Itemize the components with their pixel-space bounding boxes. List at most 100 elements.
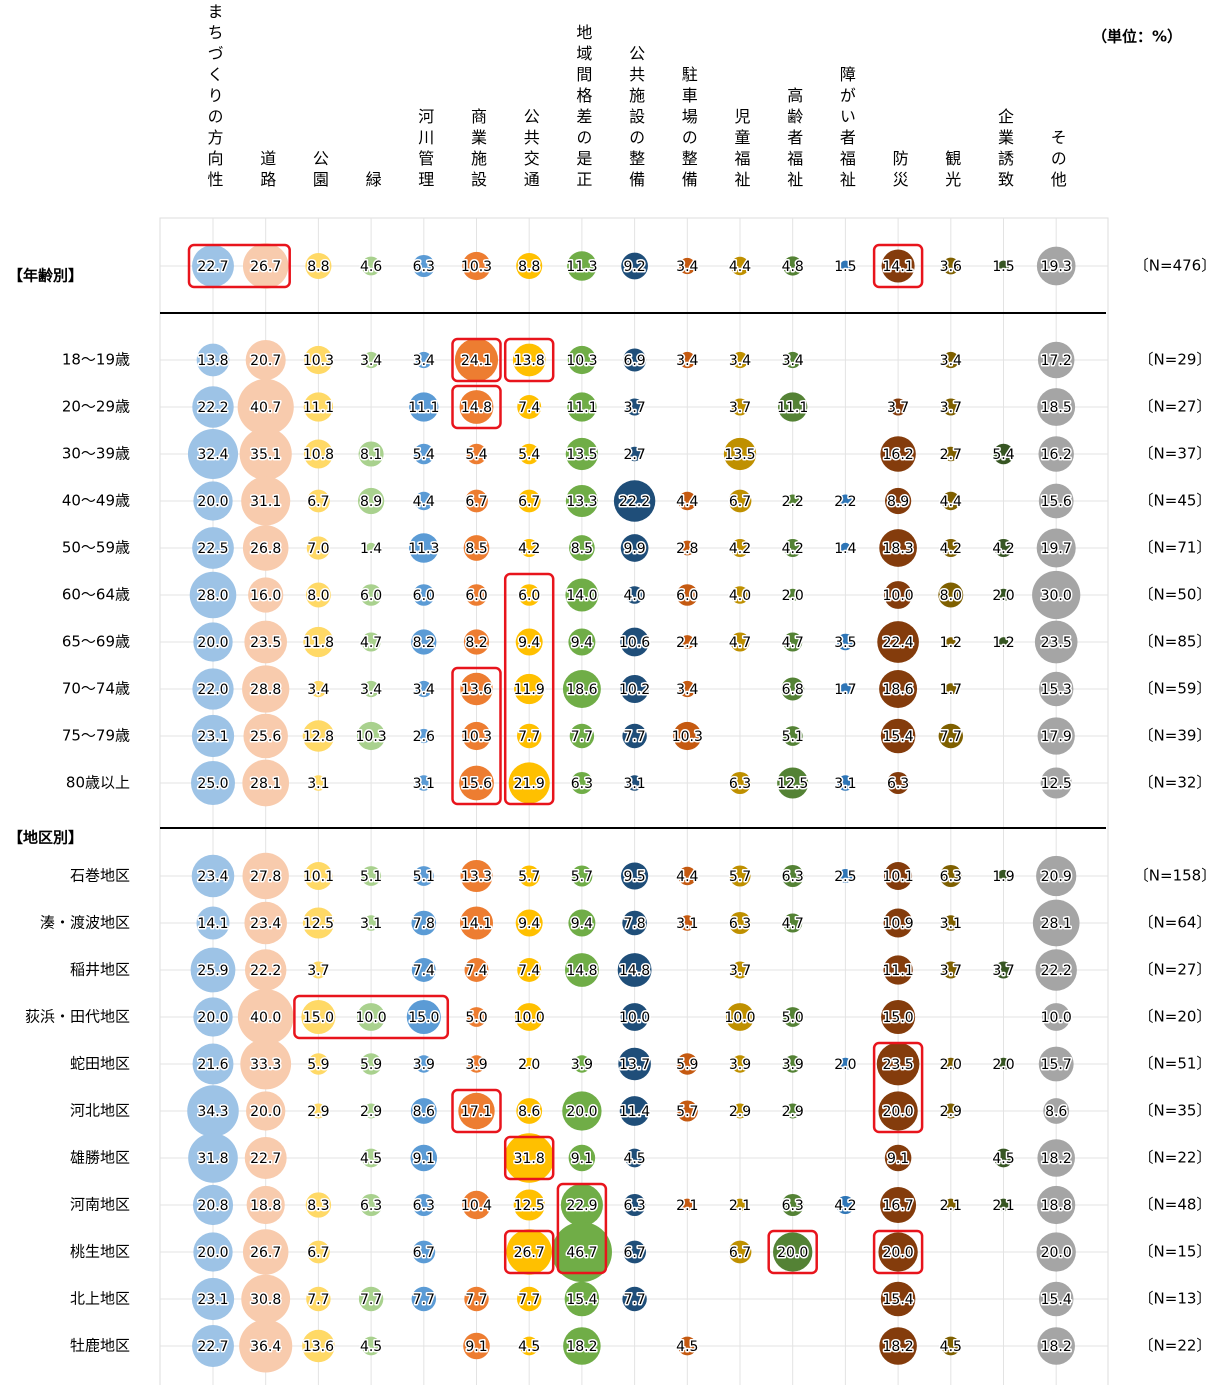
bubble xyxy=(676,1053,698,1075)
bubble xyxy=(783,913,803,933)
bubble xyxy=(242,759,290,807)
bubble xyxy=(880,1187,917,1223)
value-label: 20.0 xyxy=(197,1245,228,1261)
bubble xyxy=(625,586,644,604)
value-label: 15.7 xyxy=(1041,1057,1072,1073)
value-label: 13.3 xyxy=(461,869,492,885)
value-label: 4.2 xyxy=(518,541,540,557)
value-label: 7.7 xyxy=(465,1292,487,1308)
value-label: 13.7 xyxy=(619,1057,650,1073)
highlight-box xyxy=(451,1088,502,1134)
bubble xyxy=(193,997,233,1037)
value-label: 3.9 xyxy=(729,1057,751,1073)
value-label: 7.7 xyxy=(413,1292,435,1308)
bubble xyxy=(244,901,287,945)
bubble xyxy=(625,1148,644,1168)
value-label: 5.1 xyxy=(413,869,435,885)
value-label: 2.8 xyxy=(676,541,698,557)
bubble xyxy=(515,909,543,937)
value-label: 18.5 xyxy=(1041,400,1072,416)
value-label: 3.7 xyxy=(729,400,751,416)
bubble xyxy=(519,1336,539,1356)
value-label: 18.8 xyxy=(1041,1198,1072,1214)
value-label: 31.8 xyxy=(514,1151,545,1167)
n-label: 〔N=476〕 xyxy=(1134,257,1216,275)
value-label: 9.1 xyxy=(571,1151,593,1167)
value-label: 22.4 xyxy=(883,635,914,651)
value-label: 3.9 xyxy=(413,1057,435,1073)
bubble xyxy=(302,720,335,752)
bubble xyxy=(783,632,803,652)
value-label: 2.7 xyxy=(940,447,962,463)
value-label: 3.4 xyxy=(360,353,382,369)
bubble xyxy=(732,1103,748,1119)
value-label: 6.3 xyxy=(623,1198,645,1214)
bubble xyxy=(568,909,596,937)
bubble xyxy=(192,1325,234,1367)
bubble xyxy=(237,989,294,1045)
bubble xyxy=(360,584,382,606)
bubble xyxy=(466,1007,487,1027)
value-label: 17.9 xyxy=(1041,729,1072,745)
value-label: 3.7 xyxy=(887,400,909,416)
bubble xyxy=(363,1103,379,1119)
bubble xyxy=(193,1232,233,1272)
highlight-box xyxy=(503,1135,555,1181)
value-label: 15.4 xyxy=(1041,1292,1072,1308)
value-label: 28.1 xyxy=(1041,916,1072,932)
bubble xyxy=(783,538,802,558)
value-label: 4.5 xyxy=(518,1339,540,1355)
bubble xyxy=(571,865,593,887)
value-label: 2.0 xyxy=(940,1057,962,1073)
bubble xyxy=(463,535,490,561)
bubble xyxy=(360,1053,382,1075)
value-label: 3.4 xyxy=(676,353,698,369)
bubble xyxy=(358,441,384,467)
value-label: 4.4 xyxy=(676,869,698,885)
bubble xyxy=(459,390,494,424)
bubble xyxy=(562,670,601,708)
value-label: 11.1 xyxy=(303,400,334,416)
bubble xyxy=(518,584,540,606)
value-label: 3.7 xyxy=(729,963,751,979)
bubble xyxy=(889,398,907,416)
bubble xyxy=(310,775,327,791)
bubble xyxy=(941,491,961,511)
bubble xyxy=(619,1096,650,1126)
bubble xyxy=(1032,899,1080,947)
value-label: 3.1 xyxy=(623,776,645,792)
value-label: 11.3 xyxy=(566,259,597,275)
bubble xyxy=(565,484,598,518)
bubble xyxy=(1038,671,1074,707)
value-label: 8.9 xyxy=(360,494,382,510)
bubble xyxy=(723,437,757,471)
value-label: 5.9 xyxy=(360,1057,382,1073)
bubble xyxy=(887,771,910,795)
bubble xyxy=(998,637,1009,647)
value-label: 1.5 xyxy=(992,259,1014,275)
bubble xyxy=(993,443,1014,465)
bubble xyxy=(1038,483,1074,519)
value-label: 12.5 xyxy=(303,916,334,932)
highlight-box xyxy=(872,1229,924,1275)
bubble xyxy=(506,1229,552,1275)
value-label: 2.1 xyxy=(992,1198,1014,1214)
value-label: 3.9 xyxy=(465,1057,487,1073)
bubble xyxy=(573,1055,591,1073)
value-label: 15.0 xyxy=(883,1010,914,1026)
value-label: 14.8 xyxy=(619,963,650,979)
bubble xyxy=(464,958,489,982)
highlight-box xyxy=(556,1182,608,1275)
value-label: 14.1 xyxy=(197,916,228,932)
bubble xyxy=(838,494,852,508)
value-label: 5.0 xyxy=(465,1010,487,1026)
bubble xyxy=(516,1098,543,1124)
bubble xyxy=(728,771,752,795)
value-label: 15.3 xyxy=(1041,682,1072,698)
value-label: 17.1 xyxy=(461,1104,492,1120)
value-label: 9.4 xyxy=(571,916,593,932)
value-label: 17.2 xyxy=(1041,353,1072,369)
value-label: 4.7 xyxy=(782,916,804,932)
n-label: 〔N=64〕 xyxy=(1139,914,1212,932)
bubble xyxy=(191,761,235,805)
